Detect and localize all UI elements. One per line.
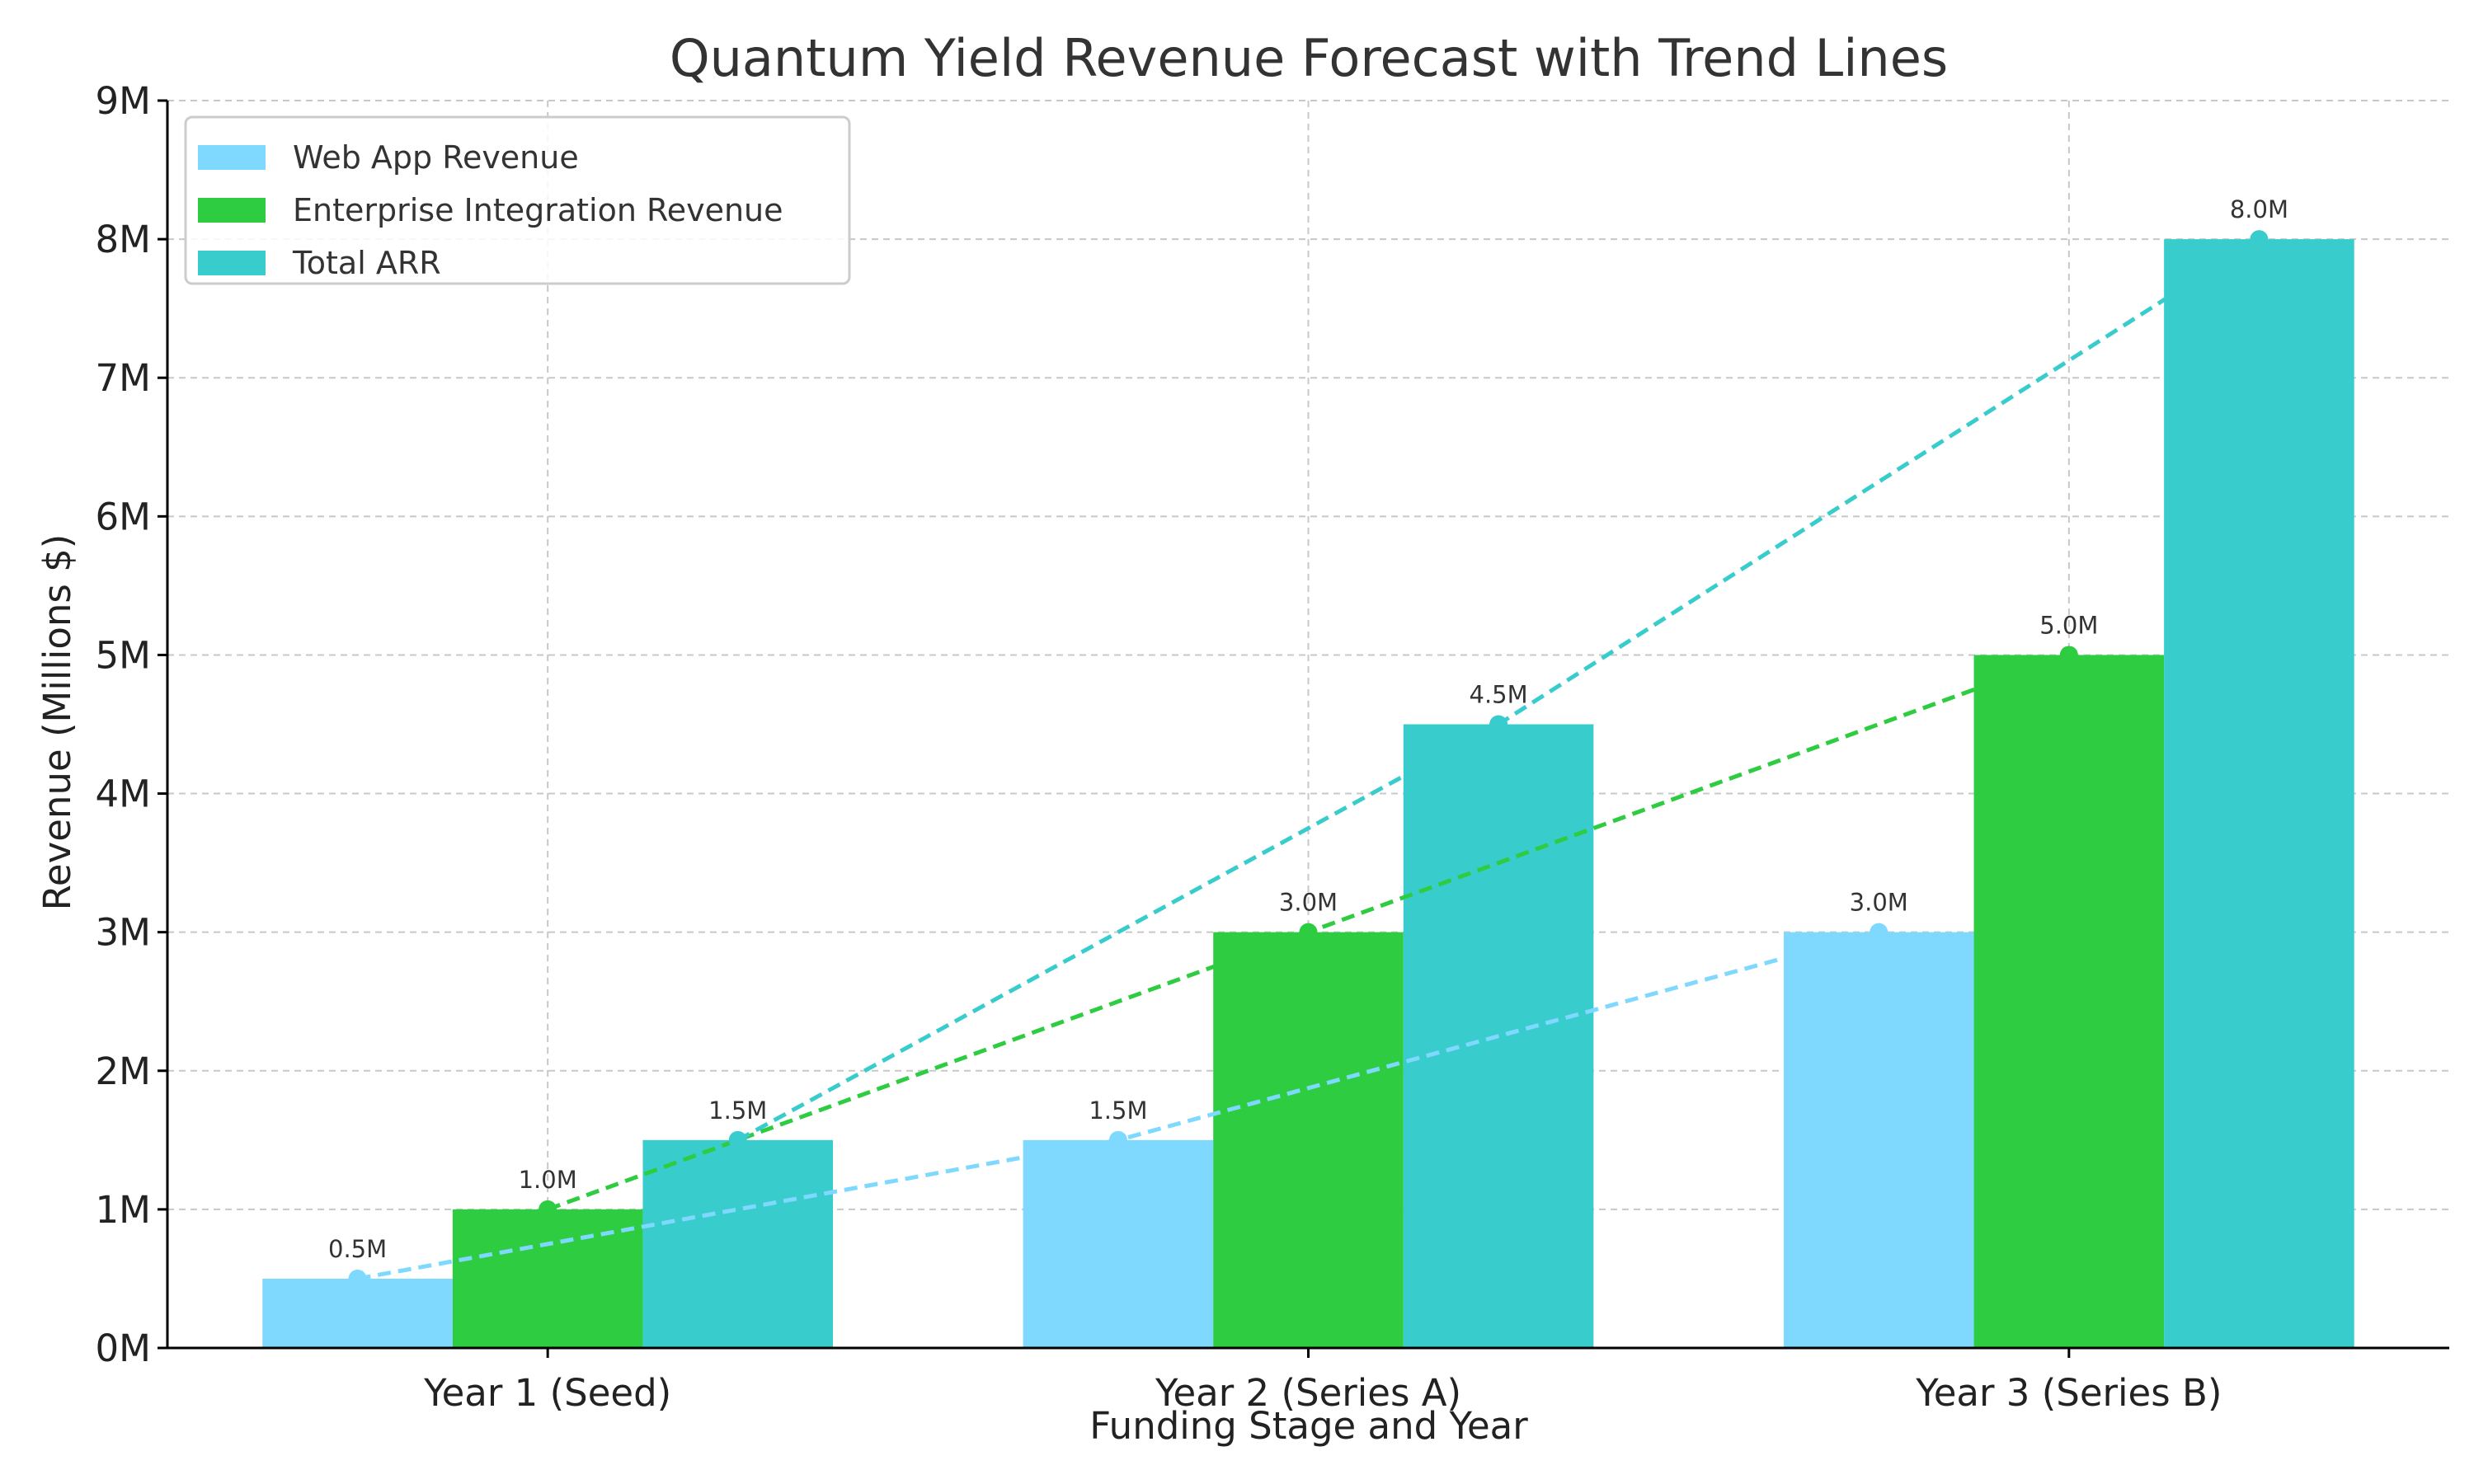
legend-entry: Total ARR (292, 245, 441, 281)
y-tick-label: 2M (96, 1050, 151, 1093)
bar (1783, 932, 1974, 1348)
bar (452, 1209, 643, 1348)
trend-marker (1108, 1130, 1127, 1149)
chart-title: Quantum Yield Revenue Forecast with Tren… (670, 28, 1948, 88)
bar (262, 1278, 453, 1348)
x-tick-label: Year 2 (Series A) (1155, 1371, 1461, 1415)
y-tick-label: 8M (96, 218, 151, 261)
y-axis-label: Revenue (Millions $) (35, 534, 79, 911)
data-label: 0.5M (328, 1235, 387, 1263)
trend-marker (1489, 715, 1508, 734)
y-tick-label: 0M (96, 1327, 151, 1370)
bars (262, 239, 2354, 1349)
data-label: 1.5M (708, 1097, 767, 1125)
data-labels: 0.5M 1.5M 3.0M 1.0M 3.0M 5.0M 1.5M 4.5M 8.0M (328, 195, 2288, 1263)
y-tick-label: 3M (96, 911, 151, 955)
data-label: 8.0M (2230, 195, 2288, 223)
x-tick-label: Year 1 (Seed) (423, 1371, 671, 1415)
trend-lines (348, 230, 2269, 1288)
bar (2164, 239, 2354, 1349)
x-tick-label: Year 3 (Series B) (1915, 1371, 2222, 1415)
data-label: 4.5M (1470, 681, 1528, 709)
legend-entry: Web App Revenue (293, 139, 579, 176)
y-tick-label: 5M (96, 633, 151, 677)
trend-marker (348, 1269, 367, 1288)
bar (1973, 655, 2165, 1348)
trend-marker (1870, 923, 1888, 942)
y-tick-label: 7M (96, 356, 151, 400)
trend-marker (2250, 230, 2269, 249)
data-label: 1.0M (519, 1166, 577, 1194)
bar (1023, 1139, 1214, 1348)
data-label: 3.0M (1279, 889, 1338, 917)
data-label: 3.0M (1850, 889, 1908, 917)
y-tick-label: 9M (96, 79, 151, 123)
data-label: 1.5M (1089, 1097, 1147, 1125)
legend-swatch (198, 251, 266, 275)
bar (642, 1139, 834, 1348)
legend: Web App Revenue Enterprise Integration Re… (184, 115, 851, 285)
legend-box (184, 115, 851, 285)
y-tick-label: 1M (96, 1188, 151, 1232)
legend-swatch (198, 145, 266, 170)
data-label: 5.0M (2039, 611, 2098, 639)
x-axis-label: Funding Stage and Year (1089, 1404, 1528, 1448)
axes: 0M 1M 2M 3M 4M 5M 6M 7M 8M 9M Year 1 (Seed) Year 2 … (96, 79, 2449, 1415)
legend-swatch (198, 198, 266, 223)
trend-marker (2059, 646, 2078, 665)
trend-marker (539, 1200, 557, 1219)
bar (1213, 932, 1404, 1348)
y-tick-label: 4M (96, 773, 151, 816)
trend-marker (728, 1130, 747, 1149)
trend-marker (1299, 923, 1318, 942)
y-tick-label: 6M (96, 495, 151, 538)
legend-entry: Enterprise Integration Revenue (293, 192, 783, 228)
